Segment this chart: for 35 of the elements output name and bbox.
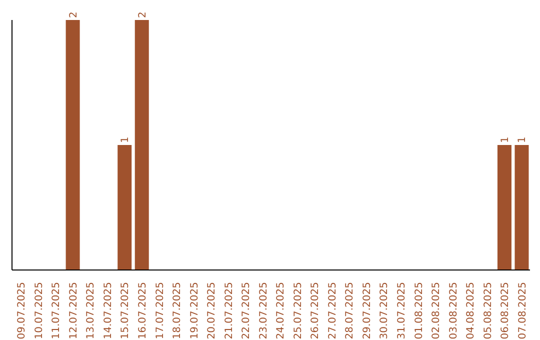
x-tick-label: 10.07.2025 [34,282,45,340]
x-tick-label: 11.07.2025 [51,282,62,340]
x-tick-label: 03.08.2025 [448,282,460,340]
x-tick-label: 19.07.2025 [189,282,200,340]
x-tick-label: 06.08.2025 [500,282,512,340]
x-tick-label: 07.08.2025 [517,282,528,340]
x-tick-label: 17.07.2025 [154,282,166,340]
x-tick-label: 01.08.2025 [414,282,425,340]
x-tick-label: 25.07.2025 [292,282,304,340]
x-tick-label: 27.07.2025 [327,282,338,340]
data-label: 1 [500,136,511,143]
x-tick-label: 15.07.2025 [120,282,132,340]
x-tick-label: 28.07.2025 [344,282,356,340]
x-tick-label: 13.07.2025 [86,282,97,340]
data-label: 1 [517,136,528,143]
data-label: 2 [68,12,80,18]
x-tick-label: 12.07.2025 [68,282,80,340]
x-tick-label: 24.07.2025 [276,282,287,340]
x-tick-label: 18.07.2025 [172,282,184,340]
x-tick-label: 14.07.2025 [102,282,114,340]
x-tick-label: 31.07.2025 [396,282,408,340]
x-tick-label: 30.07.2025 [379,282,390,340]
x-tick-label: 05.08.2025 [482,282,494,340]
x-tick-label: 04.08.2025 [466,282,477,340]
x-tick-label: 21.07.2025 [224,282,235,340]
data-label: 1 [120,136,132,143]
x-tick-label: 20.07.2025 [206,282,218,340]
data-label: 2 [137,12,148,18]
x-tick-label: 26.07.2025 [310,282,322,340]
x-tick-label: 22.07.2025 [241,282,252,340]
x-tick-label: 29.07.2025 [362,282,373,340]
x-tick-label: 09.07.2025 [16,282,28,340]
x-tick-label: 16.07.2025 [138,282,148,340]
x-tick-label: 23.07.2025 [258,282,270,340]
x-tick-label: 02.08.2025 [431,282,442,340]
